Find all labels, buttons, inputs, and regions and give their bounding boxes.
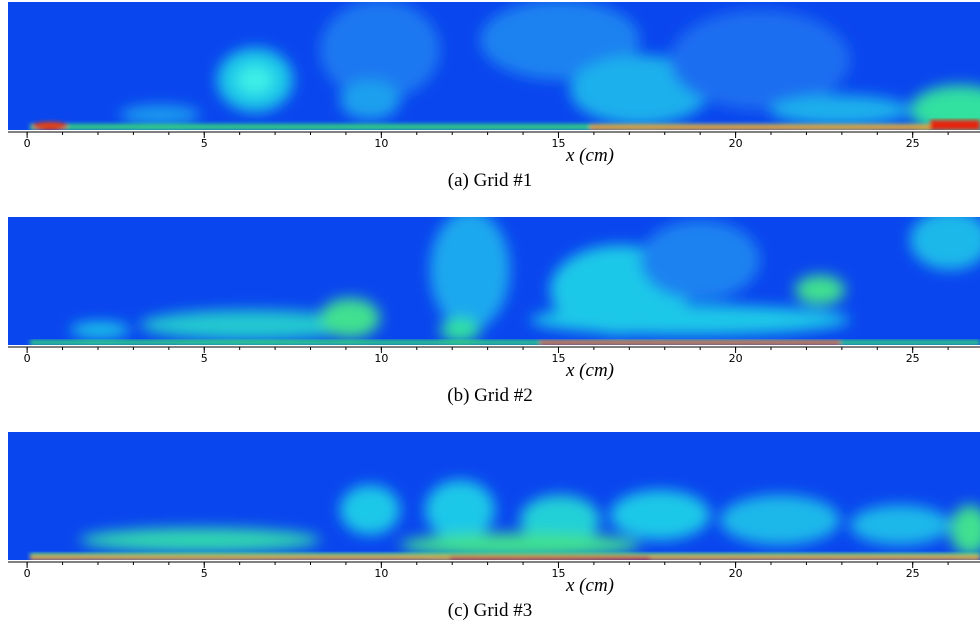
x-tick-label: 25 [906, 567, 920, 580]
x-axis-label: x (cm) [565, 360, 614, 381]
x-tick-label: 10 [374, 567, 388, 580]
x-tick-label: 20 [729, 137, 743, 150]
x-tick-label: 25 [906, 352, 920, 365]
x-tick-label: 5 [201, 352, 208, 365]
x-tick-label: 0 [24, 137, 31, 150]
x-tick-label: 0 [24, 567, 31, 580]
x-tick-label: 15 [551, 137, 565, 150]
x-tick-label: 15 [551, 352, 565, 365]
caption: (c) Grid #3 [448, 600, 532, 621]
contour-field [8, 217, 980, 345]
caption: (b) Grid #2 [447, 385, 532, 406]
x-axis-label: x (cm) [565, 575, 614, 596]
x-tick-label: 10 [374, 352, 388, 365]
x-tick-label: 15 [551, 567, 565, 580]
x-tick-label: 0 [24, 352, 31, 365]
x-tick-label: 25 [906, 137, 920, 150]
x-tick-label: 20 [729, 567, 743, 580]
x-tick-label: 5 [201, 567, 208, 580]
x-tick-label: 10 [374, 137, 388, 150]
caption: (a) Grid #1 [448, 170, 532, 191]
x-tick-label: 5 [201, 137, 208, 150]
contour-field [8, 432, 980, 560]
x-axis-label: x (cm) [565, 145, 614, 166]
contour-field [8, 2, 980, 130]
x-tick-label: 20 [729, 352, 743, 365]
